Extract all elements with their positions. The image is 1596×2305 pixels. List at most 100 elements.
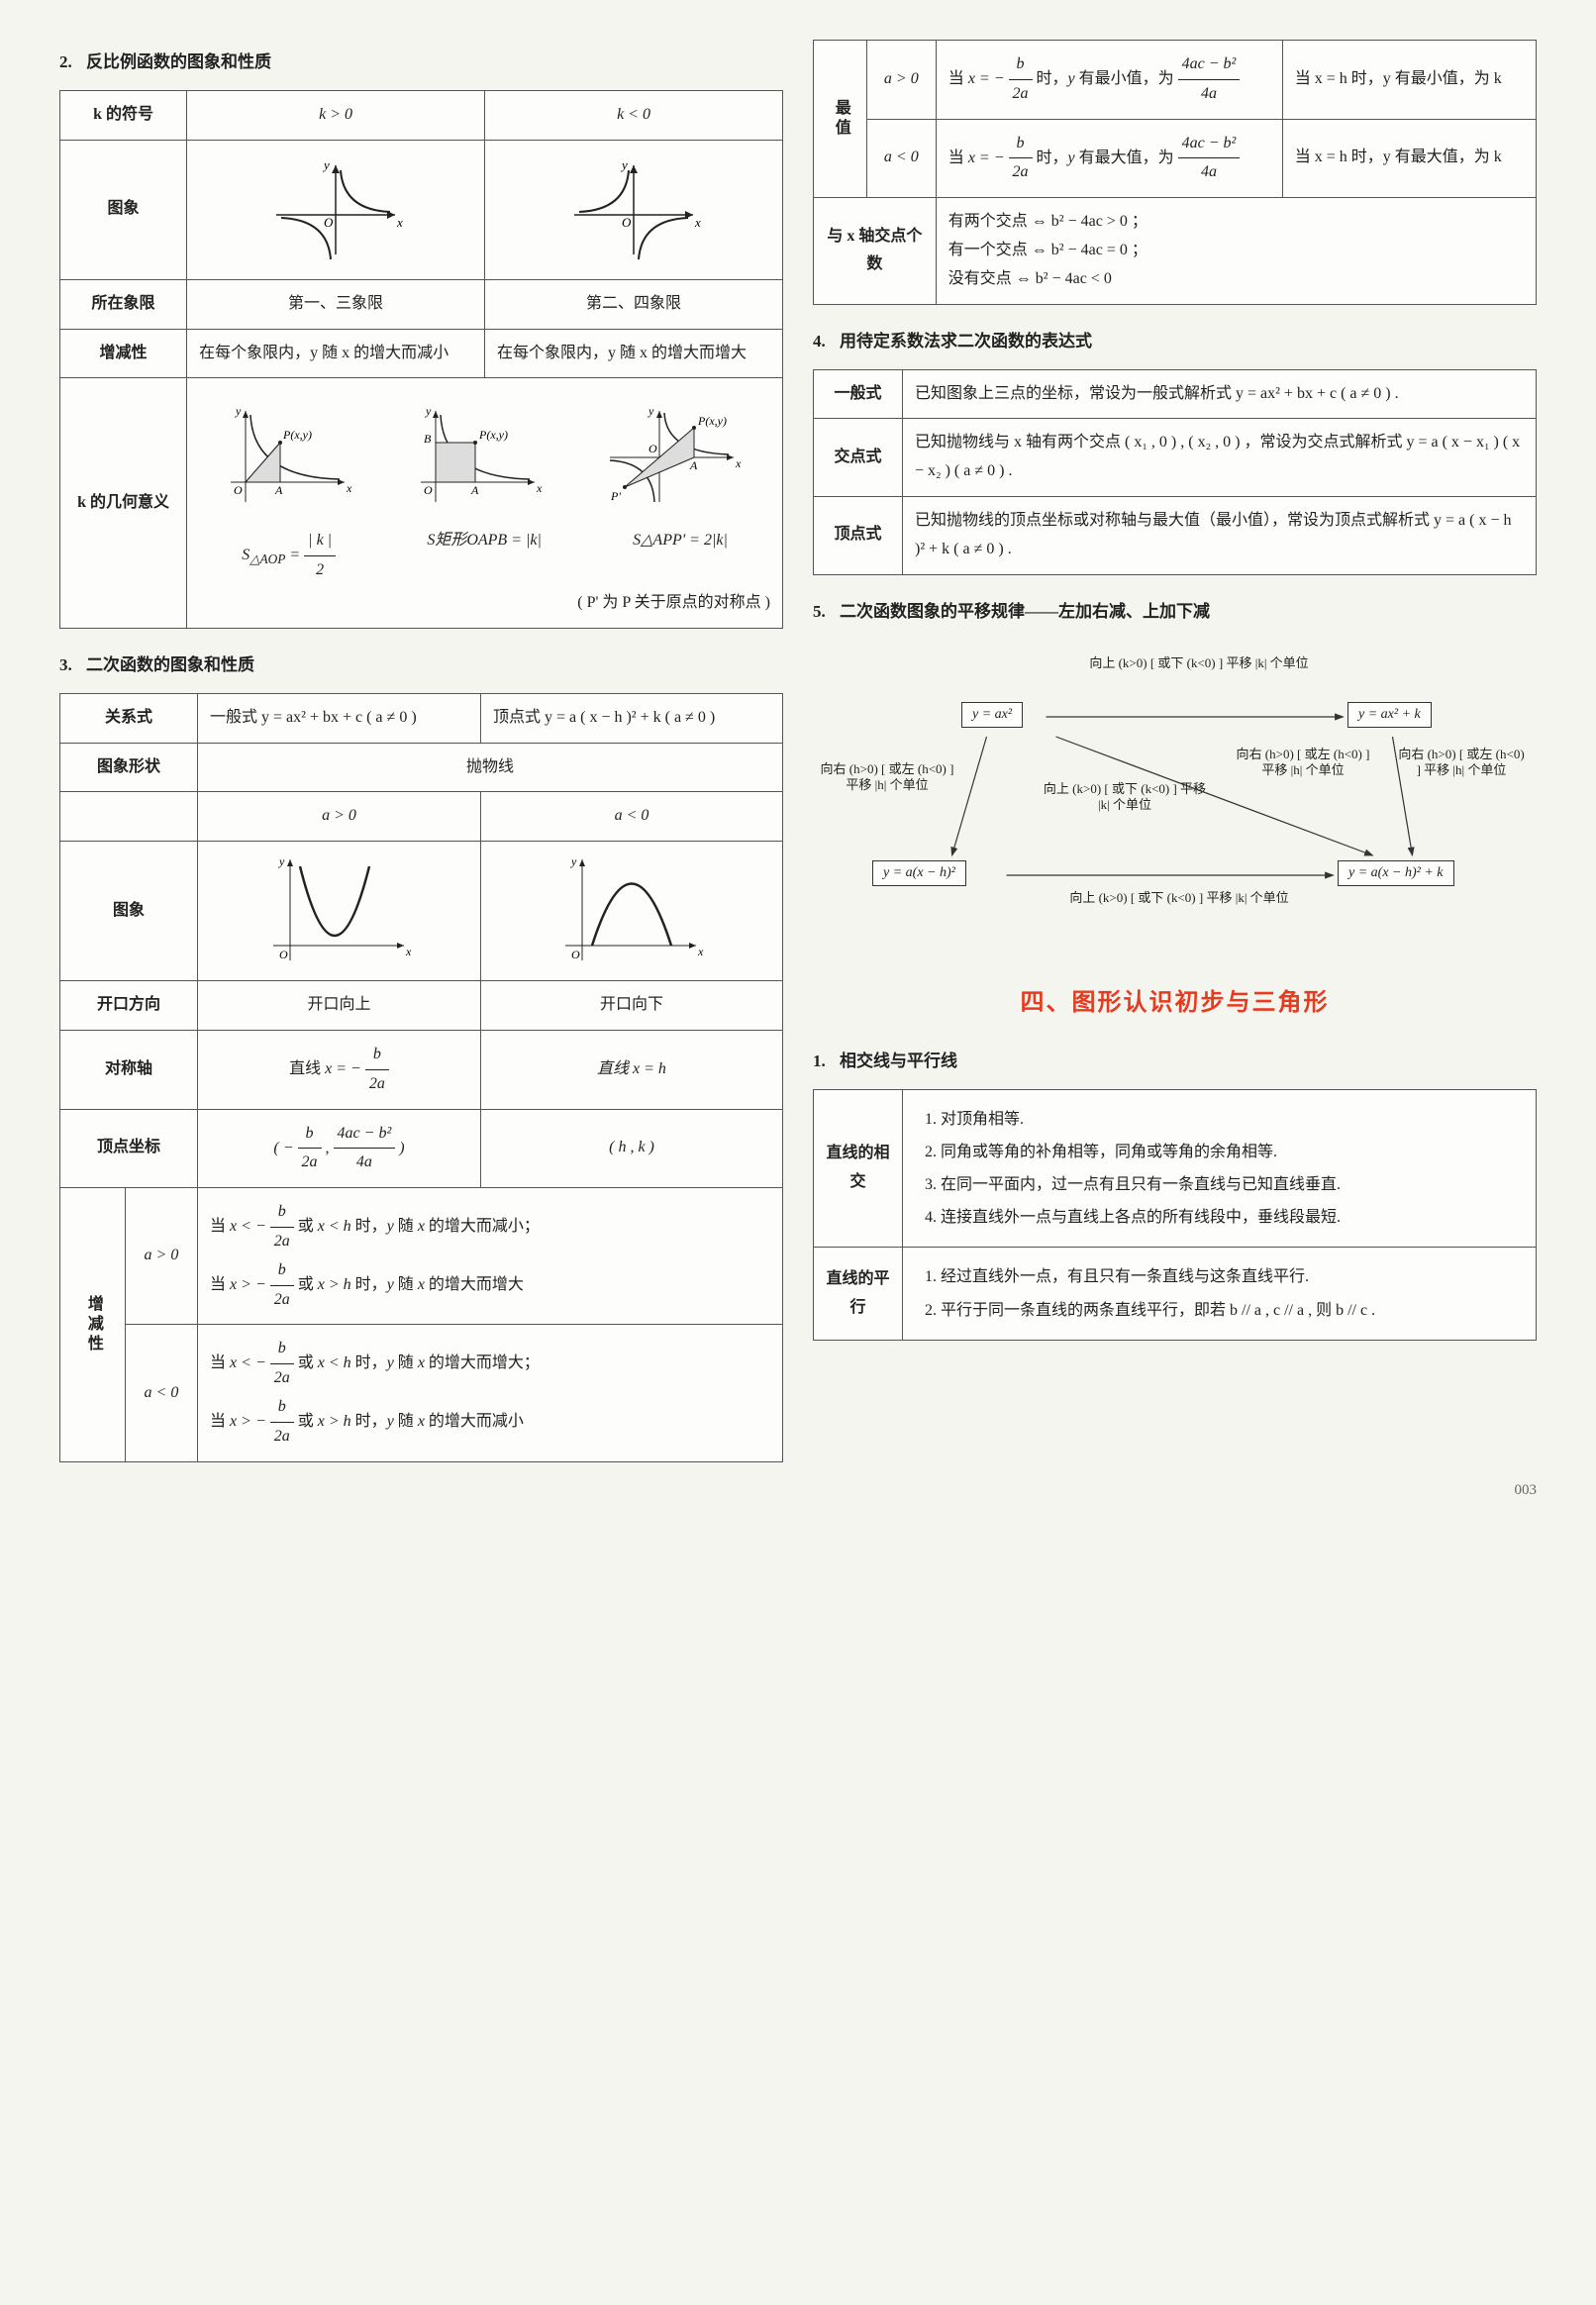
sec2-title: 2. 反比例函数的图象和性质 (59, 48, 783, 72)
cell-alt0: a < 0 (125, 1325, 197, 1461)
sec5-num: 5. (813, 602, 826, 621)
cell-ext-alt: a < 0 (866, 119, 936, 198)
svg-text:x: x (694, 215, 701, 230)
shift-lbl-mid: 向上 (k>0) [ 或下 (k<0) ] 平移 |k| 个单位 (1041, 781, 1209, 815)
cell-shape-val: 抛物线 (198, 743, 783, 792)
cell-quadrant-label: 所在象限 (60, 279, 187, 329)
mono-gt-2: 当 x > − b2a 或 x > h 时，y 随 x 的增大而增大 (210, 1256, 770, 1315)
cell-axis-gen: 直线 x = − b2a (198, 1030, 481, 1109)
cell-form-general: 一般式 y = ax² + bx + c ( a ≠ 0 ) (198, 693, 481, 743)
page-number: 003 (59, 1482, 1537, 1499)
shift-lbl-left: 向右 (h>0) [ 或左 (h<0) ] 平移 |h| 个单位 (813, 761, 961, 795)
mono-gt-1: 当 x < − b2a 或 x < h 时，y 随 x 的增大而减小； (210, 1198, 770, 1256)
svg-text:x: x (697, 945, 704, 958)
cell-ext-lt-right: 当 x = h 时，y 有最大值，为 k (1282, 119, 1536, 198)
cell-vtx-label: 顶点式 (814, 496, 903, 574)
svg-text:P(x,y): P(x,y) (282, 428, 312, 442)
svg-text:O: O (234, 483, 243, 497)
cell-parallel-content: 经过直线外一点，有且只有一条直线与这条直线平行. 平行于同一条直线的两条直线平行… (903, 1248, 1537, 1340)
cell-int-label: 交点式 (814, 419, 903, 497)
geom-diagrams: P(x,y) O A x y P(x,y) (199, 388, 770, 527)
intersect-list: 对顶角相等. 同角或等角的补角相等，同角或等角的余角相等. 在同一平面内，过一点… (915, 1106, 1524, 1232)
shift-diagram: y = ax² y = ax² + k y = a(x − h)² y = a(… (813, 648, 1537, 945)
rect-oapb-icon: P(x,y) B O A x y (416, 403, 545, 512)
svg-text:y: y (322, 157, 330, 172)
sec4-num: 4. (813, 332, 826, 351)
cell-agt: a > 0 (198, 792, 481, 842)
xint-none: 没有交点 ⇔ b² − 4ac < 0 (948, 265, 1524, 294)
shift-lbl-top: 向上 (k>0) [ 或下 (k<0) ] 平移 |k| 个单位 (1070, 655, 1328, 672)
list-item: 在同一平面内，过一点有且只有一条直线与已知直线垂直. (941, 1171, 1524, 1198)
svg-text:x: x (346, 481, 352, 495)
table-extreme: 最值 a > 0 当 x = − b2a 时，y 有最小值，为 4ac − b²… (813, 40, 1537, 305)
sec5-title: 5. 二次函数图象的平移规律——左加右减、上加下减 (813, 597, 1537, 622)
geom-f2: S矩形OAPB = |k| (427, 527, 542, 585)
cell-quadrant-gt: 第一、三象限 (187, 279, 485, 329)
cell-axis-label: 对称轴 (60, 1030, 198, 1109)
sec4-text: 用待定系数法求二次函数的表达式 (840, 332, 1092, 351)
table-lines: 直线的相交 对顶角相等. 同角或等角的补角相等，同角或等角的余角相等. 在同一平… (813, 1089, 1537, 1341)
cell-mono-vlabel: 增减性 (60, 1188, 126, 1461)
svg-text:P(x,y): P(x,y) (478, 428, 508, 442)
list-item: 经过直线外一点，有且只有一条直线与这条直线平行. (941, 1263, 1524, 1290)
svg-text:y: y (278, 854, 285, 868)
cell-ext-gt-right: 当 x = h 时，y 有最小值，为 k (1282, 41, 1536, 120)
cell-xint-content: 有两个交点 ⇔ b² − 4ac > 0 ； 有一个交点 ⇔ b² − 4ac … (936, 198, 1536, 304)
svg-text:P(x,y): P(x,y) (697, 414, 727, 428)
cell-graph-kgt: x y O (187, 140, 485, 279)
svg-text:O: O (571, 948, 580, 961)
cell-intersect-content: 对顶角相等. 同角或等角的补角相等，同角或等角的余角相等. 在同一平面内，过一点… (903, 1089, 1537, 1248)
shift-lbl-r2: 向右 (h>0) [ 或左 (h<0) ] 平移 |h| 个单位 (1397, 747, 1526, 780)
hyperbola-q13-icon: x y O (199, 150, 472, 269)
svg-text:y: y (620, 157, 628, 172)
xint-two: 有两个交点 ⇔ b² − 4ac > 0 ； (948, 208, 1524, 237)
svg-text:P': P' (610, 489, 621, 503)
cell-int-text: 已知抛物线与 x 轴有两个交点 ( x₁ , 0 ) , ( x₂ , 0 ) … (903, 419, 1537, 497)
mono-lt-2: 当 x > − b2a 或 x > h 时，y 随 x 的增大而减小 (210, 1393, 770, 1452)
cell-axis-vtx: 直线 x = h (480, 1030, 782, 1109)
sec2-text: 反比例函数的图象和性质 (86, 52, 271, 71)
svg-text:O: O (424, 483, 433, 497)
sec3-num: 3. (59, 655, 72, 674)
table-quadratic: 关系式 一般式 y = ax² + bx + c ( a ≠ 0 ) 顶点式 y… (59, 693, 783, 1462)
cell-ext-lt-left: 当 x = − b2a 时，y 有最大值，为 4ac − b²4a (936, 119, 1282, 198)
svg-text:O: O (648, 442, 657, 455)
cell-open-label: 开口方向 (60, 981, 198, 1031)
cell-geom-label: k 的几何意义 (60, 378, 187, 628)
shift-lbl-r1: 向右 (h>0) [ 或左 (h<0) ] 平移 |h| 个单位 (1229, 747, 1377, 780)
cell-mono-gt: 在每个象限内，y 随 x 的增大而减小 (187, 329, 485, 378)
shift-n2: y = ax² + k (1347, 702, 1432, 728)
sec5-text: 二次函数图象的平移规律——左加右减、上加下减 (840, 602, 1210, 621)
list-item: 连接直线外一点与直线上各点的所有线段中，垂线段最短. (941, 1204, 1524, 1231)
cell-open-down: 开口向下 (480, 981, 782, 1031)
cell-graph-label2: 图象 (60, 842, 198, 981)
cell-alt: a < 0 (480, 792, 782, 842)
sec3-text: 二次函数的图象和性质 (86, 655, 254, 674)
sec4-title: 4. 用待定系数法求二次函数的表达式 (813, 327, 1537, 351)
svg-text:x: x (536, 481, 543, 495)
svg-text:y: y (425, 404, 432, 418)
svg-text:x: x (396, 215, 403, 230)
triangle-app-icon: P(x,y) P' A O x y (605, 403, 744, 512)
svg-text:A: A (470, 483, 479, 497)
geom-note: ( P' 为 P 关于原点的对称点 ) (199, 589, 770, 618)
cell-klt: k < 0 (485, 91, 783, 141)
svg-text:x: x (405, 945, 412, 958)
list-item: 平行于同一条直线的两条直线平行，即若 b // a , c // a , 则 b… (941, 1297, 1524, 1324)
cell-ext-agt: a > 0 (866, 41, 936, 120)
right-column: 最值 a > 0 当 x = − b2a 时，y 有最小值，为 4ac − b²… (813, 40, 1537, 1462)
cell-gen-text: 已知图象上三点的坐标，常设为一般式解析式 y = ax² + bx + c ( … (903, 369, 1537, 419)
sec2-num: 2. (59, 52, 72, 71)
cell-vtx-text: 已知抛物线的顶点坐标或对称轴与最大值（最小值），常设为顶点式解析式 y = a … (903, 496, 1537, 574)
cell-graph-klt: x y O (485, 140, 783, 279)
chapter-4-heading: 四、图形认识初步与三角形 (813, 982, 1537, 1017)
svg-text:B: B (424, 432, 432, 446)
shift-n1: y = ax² (961, 702, 1023, 728)
hyperbola-q24-icon: x y O (497, 150, 770, 269)
geom-f3: S△APP' = 2|k| (633, 527, 728, 585)
shift-lbl-bot: 向上 (k>0) [ 或下 (k<0) ] 平移 |k| 个单位 (1041, 890, 1318, 907)
cell-vertex-gen: ( − b2a , 4ac − b²4a ) (198, 1109, 481, 1188)
mono-lt-1: 当 x < − b2a 或 x < h 时，y 随 x 的增大而增大； (210, 1335, 770, 1393)
table-undetermined-coef: 一般式 已知图象上三点的坐标，常设为一般式解析式 y = ax² + bx + … (813, 369, 1537, 575)
xint-one: 有一个交点 ⇔ b² − 4ac = 0 ； (948, 237, 1524, 265)
